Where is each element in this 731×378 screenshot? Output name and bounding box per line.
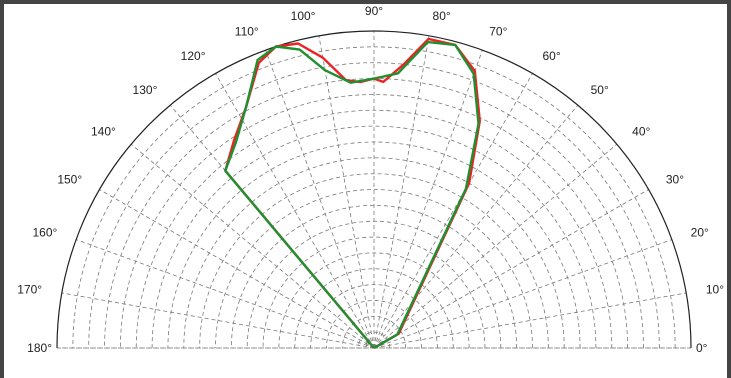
grid-spoke: [373, 143, 618, 349]
outer-arc: [56, 30, 692, 349]
grid-spoke: [373, 49, 483, 349]
grid-spoke: [99, 189, 375, 349]
grid-spoke: [373, 189, 649, 349]
series-green-line: [224, 40, 480, 350]
angle-tick-label: 70°: [489, 24, 507, 38]
angle-tick-label: 100°: [291, 9, 316, 23]
grid-ring: [278, 252, 470, 349]
grid-spoke: [373, 104, 579, 349]
angle-tick-label: 80°: [433, 9, 451, 23]
angle-tick-label: 60°: [543, 49, 561, 63]
angle-tick-label: 170°: [17, 282, 42, 296]
grid-spoke: [373, 292, 687, 349]
grid-ring: [135, 109, 613, 349]
grid-spoke: [215, 73, 375, 349]
grid-spoke: [373, 73, 533, 349]
angle-tick-label: 120°: [181, 49, 206, 63]
grid-spoke: [265, 49, 375, 349]
angle-tick-label: 180°: [27, 341, 52, 355]
grid-ring: [88, 62, 660, 349]
angle-tick-label: 40°: [632, 124, 650, 138]
grid-spoke: [75, 239, 375, 349]
angle-tick-labels: 0° 10° 20° 30° 40° 50° 60° 70° 80° 90° 100° 110° 120…: [17, 4, 724, 355]
angle-tick-label: 110°: [235, 24, 259, 38]
grid-ring: [230, 204, 518, 349]
grid-spoke: [318, 35, 375, 349]
angle-tick-label: 90°: [365, 4, 383, 18]
angle-tick-label: 130°: [133, 83, 158, 97]
grid-spoke: [373, 239, 673, 349]
grid-spoke: [130, 143, 375, 349]
series-layer: [224, 37, 481, 350]
angle-tick-label: 10°: [706, 282, 724, 296]
grid-spoke: [373, 35, 430, 349]
grid-spokes: [57, 31, 691, 349]
grid-ring: [199, 173, 549, 349]
angle-tick-label: 30°: [666, 173, 684, 187]
angle-tick-label: 20°: [691, 226, 709, 240]
grid-ring: [215, 189, 533, 349]
center-label: 0: [366, 342, 369, 348]
polar-chart: 0° 10° 20° 30° 40° 50° 60° 70° 80° 90° 100° 110° 120…: [17, 4, 724, 355]
grid-spoke: [61, 292, 375, 349]
grid-ring: [262, 236, 486, 349]
angle-tick-label: 160°: [32, 226, 57, 240]
grid-ring: [151, 125, 597, 349]
grid-ring: [326, 300, 422, 349]
angle-tick-label: 150°: [57, 173, 82, 187]
angle-tick-label: 140°: [91, 124, 116, 138]
grid-ring: [183, 157, 565, 349]
grid-ring: [120, 94, 628, 349]
angle-tick-label: 50°: [591, 83, 609, 97]
grid-ring: [294, 268, 454, 349]
angle-tick-label: 0°: [696, 341, 708, 355]
